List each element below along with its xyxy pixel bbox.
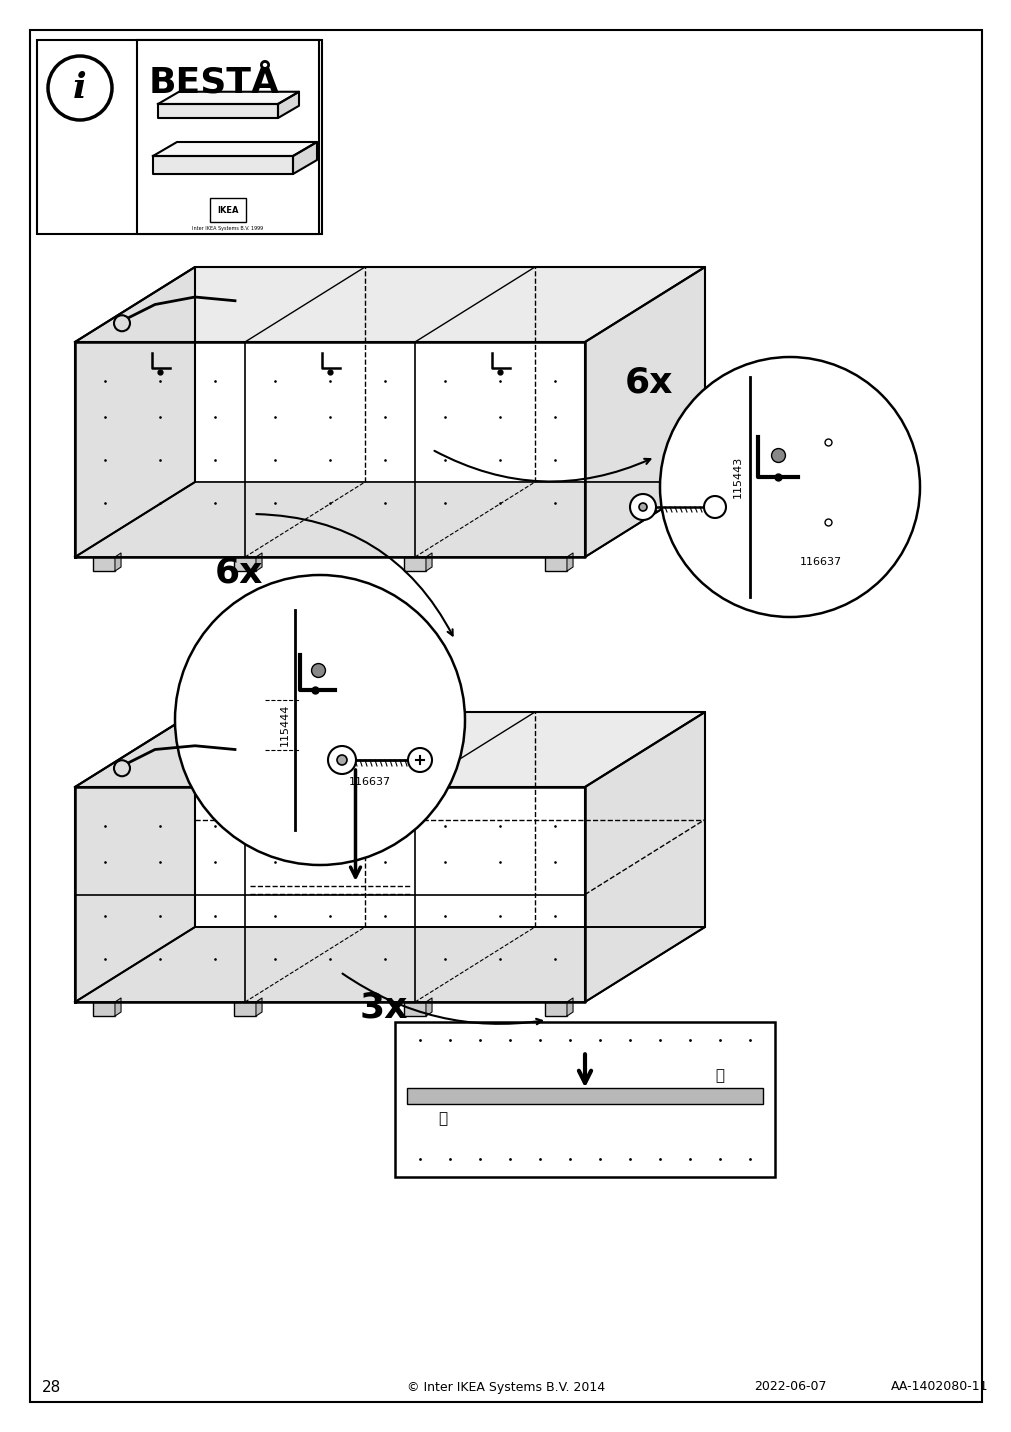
Bar — [406, 1088, 762, 1104]
Bar — [234, 557, 256, 571]
Bar — [394, 1022, 774, 1177]
Bar — [93, 1002, 115, 1015]
Text: 116637: 116637 — [800, 557, 841, 567]
Bar — [545, 1002, 566, 1015]
Bar — [37, 40, 321, 233]
Text: Inter IKEA Systems B.V. 1999: Inter IKEA Systems B.V. 1999 — [192, 225, 263, 231]
Polygon shape — [566, 998, 572, 1015]
Text: 28: 28 — [42, 1379, 62, 1395]
Polygon shape — [75, 712, 195, 1002]
Polygon shape — [75, 342, 584, 557]
Circle shape — [630, 494, 655, 520]
Text: 6x: 6x — [214, 556, 263, 589]
Text: ✋: ✋ — [438, 1111, 447, 1126]
Polygon shape — [75, 788, 584, 1002]
Circle shape — [48, 56, 112, 120]
Text: AA-1402080-11: AA-1402080-11 — [891, 1380, 988, 1393]
Text: ✋: ✋ — [715, 1067, 724, 1083]
Polygon shape — [153, 142, 316, 156]
Text: © Inter IKEA Systems B.V. 2014: © Inter IKEA Systems B.V. 2014 — [406, 1380, 605, 1393]
Polygon shape — [426, 998, 432, 1015]
Polygon shape — [75, 712, 705, 788]
Circle shape — [638, 503, 646, 511]
Text: 6x: 6x — [625, 365, 672, 400]
Polygon shape — [278, 92, 298, 117]
Text: 116637: 116637 — [349, 778, 390, 788]
Text: IKEA: IKEA — [217, 206, 239, 215]
Polygon shape — [115, 553, 121, 571]
Circle shape — [337, 755, 347, 765]
Bar — [403, 1002, 426, 1015]
Polygon shape — [566, 553, 572, 571]
Polygon shape — [158, 92, 298, 105]
Bar — [403, 557, 426, 571]
Bar — [210, 198, 246, 222]
Polygon shape — [293, 142, 316, 175]
Polygon shape — [584, 712, 705, 1002]
Polygon shape — [584, 266, 705, 557]
Bar — [545, 557, 566, 571]
Circle shape — [659, 357, 919, 617]
Bar — [93, 557, 115, 571]
Circle shape — [114, 760, 129, 776]
Polygon shape — [256, 553, 262, 571]
Polygon shape — [153, 156, 293, 175]
Circle shape — [175, 576, 464, 865]
Bar — [234, 1002, 256, 1015]
Text: BESTÅ: BESTÅ — [149, 64, 280, 99]
Polygon shape — [75, 266, 705, 342]
Polygon shape — [75, 483, 705, 557]
Circle shape — [407, 748, 432, 772]
Polygon shape — [256, 998, 262, 1015]
Polygon shape — [75, 266, 195, 557]
Polygon shape — [75, 927, 705, 1002]
Circle shape — [328, 746, 356, 775]
Text: 3x: 3x — [360, 990, 408, 1024]
Text: i: i — [73, 72, 87, 105]
Polygon shape — [158, 105, 278, 117]
Polygon shape — [115, 998, 121, 1015]
Text: 115444: 115444 — [280, 703, 290, 746]
Text: 2022-06-07: 2022-06-07 — [753, 1380, 825, 1393]
Circle shape — [114, 315, 129, 331]
Circle shape — [704, 495, 725, 518]
Text: 115443: 115443 — [732, 455, 742, 498]
Bar — [136, 40, 318, 233]
Polygon shape — [426, 553, 432, 571]
